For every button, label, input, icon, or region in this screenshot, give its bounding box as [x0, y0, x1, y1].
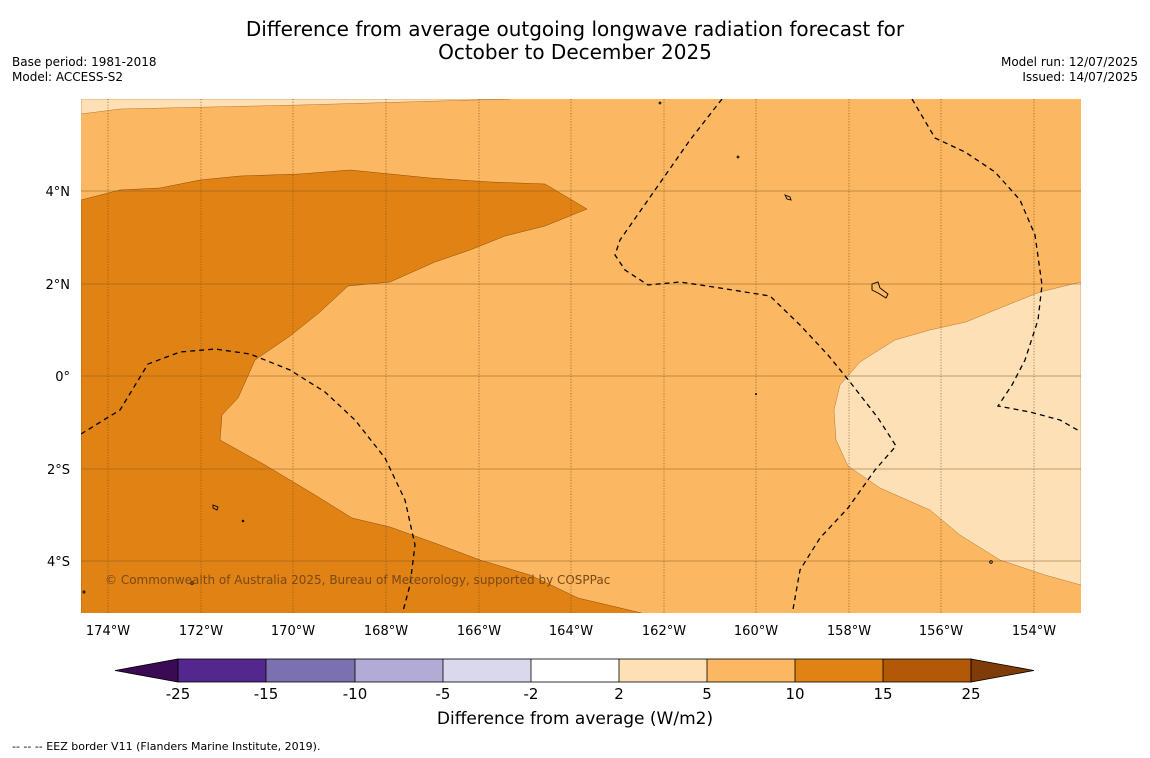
lat-label: 0°	[55, 370, 70, 385]
colorbar-tick-labels: -25 -15 -10 -5 -2 2 5 10 15 25	[166, 685, 981, 703]
latitude-labels: 4°N 2°N 0° 2°S 4°S	[46, 185, 71, 570]
colorbar-tick-label: 2	[614, 685, 624, 703]
lon-label: 170°W	[271, 624, 315, 639]
lat-label: 2°N	[46, 278, 71, 293]
lon-label: 158°W	[827, 624, 871, 639]
lon-label: 156°W	[919, 624, 963, 639]
island	[82, 590, 86, 594]
colorbar-segment	[883, 659, 971, 682]
island	[212, 504, 219, 511]
island	[784, 194, 792, 201]
islands	[82, 101, 993, 594]
lon-label: 160°W	[734, 624, 778, 639]
copyright-text: © Commonwealth of Australia 2025, Bureau…	[105, 573, 610, 587]
island	[736, 155, 740, 159]
lat-label: 4°S	[47, 555, 70, 570]
island	[658, 101, 662, 105]
lat-label: 2°S	[47, 463, 70, 478]
colorbar-title: Difference from average (W/m2)	[436, 709, 714, 729]
lon-label: 172°W	[179, 624, 223, 639]
lon-label: 166°W	[457, 624, 501, 639]
lon-label: 174°W	[86, 624, 130, 639]
colorbar-segment	[619, 659, 707, 682]
colorbar-segment	[178, 659, 266, 682]
colorbar-tick-label: 10	[785, 685, 804, 703]
model-run: Model run: 12/07/2025	[1000, 55, 1138, 69]
model-name: Model: ACCESS-S2	[12, 70, 124, 84]
colorbar-segment	[531, 659, 619, 682]
lat-label: 4°N	[46, 185, 71, 200]
colorbar-tick-label: -5	[436, 685, 451, 703]
issued-date: Issued: 14/07/2025	[1022, 70, 1138, 84]
colorbar-outline	[177, 658, 972, 683]
colorbar-dividers	[265, 659, 884, 682]
island	[190, 581, 194, 585]
colorbar-segment	[707, 659, 795, 682]
colorbar-segment	[266, 659, 355, 682]
colorbar-tick-label: 15	[873, 685, 892, 703]
colorbar-extend-low	[114, 658, 179, 683]
lon-label: 154°W	[1012, 624, 1056, 639]
metadata-right: Model run: 12/07/2025 Issued: 14/07/2025	[1001, 55, 1138, 85]
colorbar-segment	[795, 659, 883, 682]
colorbar-extend-high	[970, 658, 1035, 683]
longitude-labels: 174°W 172°W 170°W 168°W 166°W 164°W 162°…	[86, 624, 1056, 639]
island	[871, 281, 889, 299]
map-area: © Commonwealth of Australia 2025, Bureau…	[81, 99, 1081, 613]
metadata-left: Base period: 1981-2018 Model: ACCESS-S2	[12, 55, 157, 85]
island	[241, 519, 245, 523]
lon-label: 164°W	[549, 624, 593, 639]
lon-label: 162°W	[642, 624, 686, 639]
eez-legend-note: -- -- -- EEZ border V11 (Flanders Marine…	[12, 740, 321, 753]
colorbar-segment	[443, 659, 531, 682]
colorbar-tick-label: 5	[702, 685, 712, 703]
colorbar: -25 -15 -10 -5 -2 2 5 10 15 25	[114, 658, 1035, 703]
title-line-2: October to December 2025	[438, 40, 712, 64]
colorbar-tick-label: -10	[343, 685, 368, 703]
chart-title: Difference from average outgoing longwav…	[0, 18, 1150, 64]
island	[989, 560, 993, 564]
region-10-15-west	[81, 169, 643, 613]
base-period: Base period: 1981-2018	[12, 55, 157, 69]
colorbar-tick-label: -25	[166, 685, 191, 703]
lon-label: 168°W	[364, 624, 408, 639]
latitude-gridlines	[81, 190, 1081, 562]
region-2-5-north	[81, 99, 511, 115]
colorbar-tick-label: 25	[961, 685, 980, 703]
colorbar-tick-label: -2	[524, 685, 539, 703]
island	[754, 392, 758, 396]
title-line-1: Difference from average outgoing longwav…	[245, 17, 905, 41]
region-2-5-east	[833, 281, 1081, 586]
eez-borders	[81, 99, 1081, 613]
colorbar-segment	[355, 659, 443, 682]
colorbar-tick-label: -15	[254, 685, 279, 703]
